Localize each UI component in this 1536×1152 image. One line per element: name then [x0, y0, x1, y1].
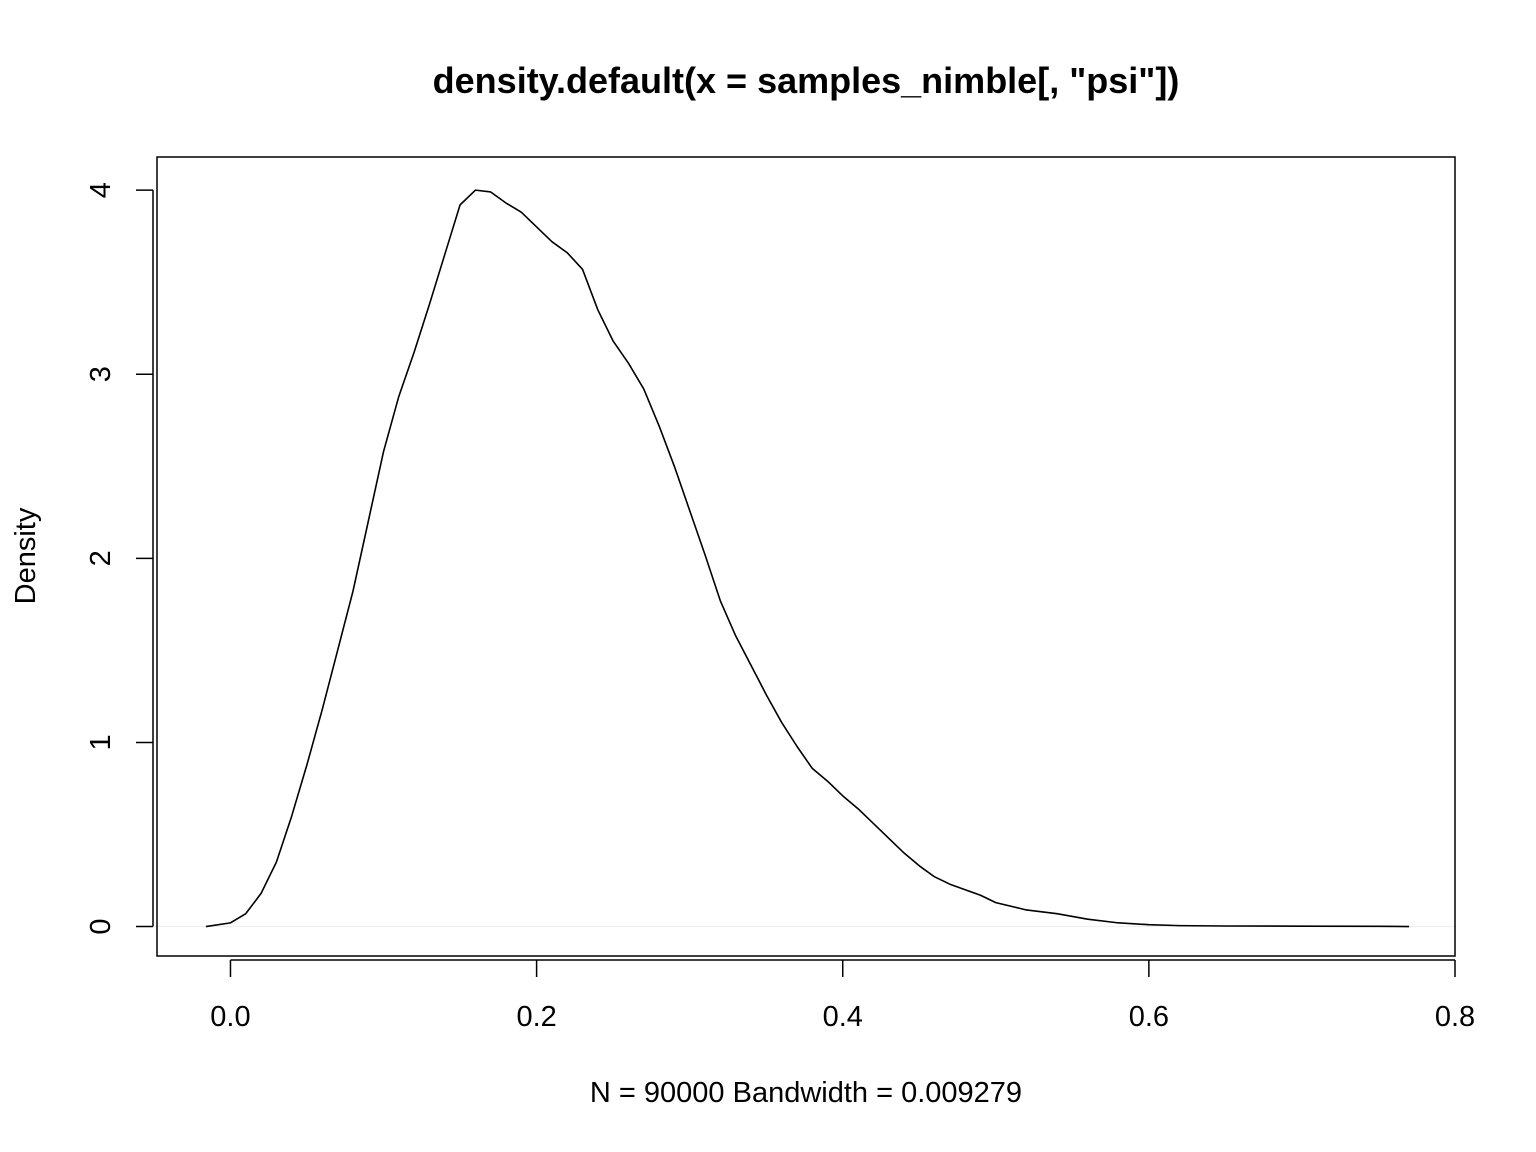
x-tick-label: 0.6 — [1129, 1001, 1169, 1033]
x-tick-label: 0.2 — [516, 1001, 556, 1033]
y-axis-label: Density — [10, 507, 42, 604]
chart-title: density.default(x = samples_nimble[, "ps… — [433, 60, 1180, 101]
y-tick-label: 4 — [85, 182, 117, 198]
x-axis: 0.0 0.2 0.4 0.6 0.8 — [210, 959, 1475, 1033]
x-tick-label: 0.0 — [210, 1001, 250, 1033]
y-tick-label: 0 — [85, 918, 117, 934]
x-tick-label: 0.4 — [823, 1001, 863, 1033]
x-tick-label: 0.8 — [1435, 1001, 1475, 1033]
density-curve — [205, 189, 1410, 928]
y-tick-label: 1 — [85, 734, 117, 750]
y-tick-label: 3 — [85, 366, 117, 382]
y-axis: 0 1 2 3 4 — [85, 182, 154, 935]
x-axis-label: N = 90000 Bandwidth = 0.009279 — [590, 1077, 1022, 1109]
plot-frame — [156, 156, 1456, 957]
plot-area — [156, 156, 1456, 957]
y-tick-label: 2 — [85, 550, 117, 566]
